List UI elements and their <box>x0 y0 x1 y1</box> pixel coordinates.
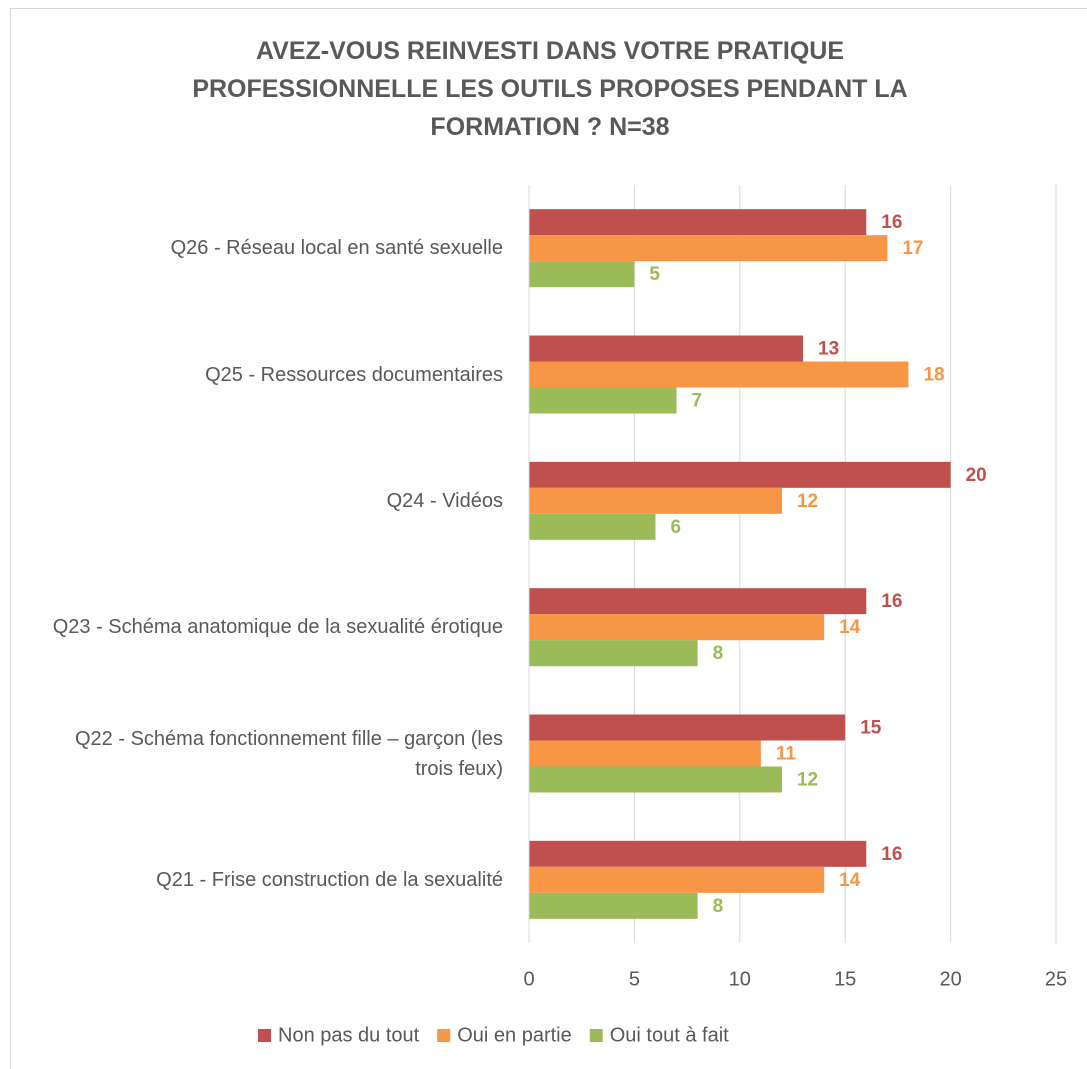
data-label: 14 <box>839 870 861 891</box>
legend-label: Oui en partie <box>457 1024 572 1046</box>
bar <box>529 387 677 414</box>
bar <box>529 640 698 667</box>
bar <box>529 361 909 388</box>
data-label: 8 <box>713 896 724 917</box>
data-label: 20 <box>966 465 987 486</box>
data-label: 6 <box>670 517 681 538</box>
data-label: 16 <box>881 212 902 233</box>
bar <box>529 261 635 288</box>
x-tick-label: 15 <box>834 968 856 990</box>
data-label: 5 <box>649 264 660 285</box>
bar <box>529 614 825 641</box>
bar <box>529 461 951 488</box>
data-label: 13 <box>818 339 839 360</box>
chart-title: AVEZ-VOUS REINVESTI DANS VOTRE PRATIQUE … <box>192 37 908 141</box>
x-tick-label: 0 <box>523 968 534 990</box>
bar <box>529 766 782 793</box>
bar <box>529 335 804 362</box>
x-tick-label: 10 <box>729 968 751 990</box>
data-label: 15 <box>860 718 882 739</box>
x-tick-label: 5 <box>629 968 640 990</box>
x-tick-label: 25 <box>1045 968 1067 990</box>
bar <box>529 740 761 767</box>
bar <box>529 892 698 919</box>
data-label: 16 <box>881 591 902 612</box>
y-tick-label: Q25 - Ressources documentaires <box>205 363 503 386</box>
legend-swatch <box>589 1029 603 1042</box>
y-tick-label: Q21 - Frise construction de la sexualité <box>156 868 503 891</box>
y-tick-label: Q24 - Vidéos <box>386 489 503 512</box>
x-tick-label: 20 <box>939 968 961 990</box>
data-label: 12 <box>797 770 818 791</box>
bar <box>529 209 867 236</box>
data-label: 12 <box>797 491 818 512</box>
data-label: 16 <box>881 844 902 865</box>
y-tick-label: Q26 - Réseau local en santé sexuelle <box>170 237 503 260</box>
bar <box>529 235 888 262</box>
bar <box>529 513 656 540</box>
bar <box>529 588 867 615</box>
y-tick-label: Q22 - Schéma fonctionnement fille – garç… <box>75 727 503 780</box>
data-label: 8 <box>713 643 724 664</box>
legend-swatch <box>258 1029 271 1042</box>
bar <box>529 714 846 741</box>
data-label: 18 <box>923 365 944 386</box>
bar <box>529 487 782 514</box>
legend-label: Non pas du tout <box>278 1024 420 1046</box>
bar <box>529 866 825 893</box>
data-label: 11 <box>776 744 797 765</box>
data-label: 17 <box>902 238 923 259</box>
chart-border <box>10 8 1087 1069</box>
data-label: 14 <box>839 617 861 638</box>
y-tick-label: Q23 - Schéma anatomique de la sexualité … <box>52 616 503 639</box>
bar <box>529 840 867 867</box>
legend-swatch <box>437 1029 451 1042</box>
legend-label: Oui tout à fait <box>610 1024 729 1046</box>
data-label: 7 <box>692 391 703 412</box>
